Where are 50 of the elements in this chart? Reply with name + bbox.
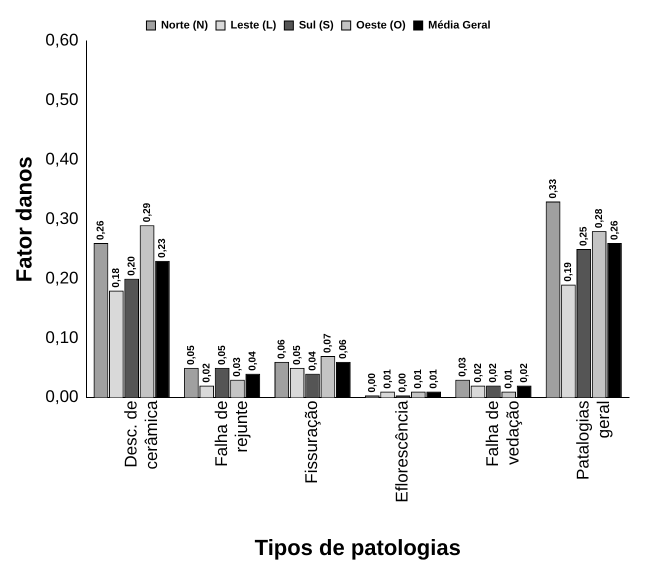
data-label: 0,01 — [428, 368, 440, 389]
x-tick-label: Desc. de cerâmica — [121, 400, 161, 470]
data-label: 0,26 — [96, 220, 107, 240]
y-tick-label: 0,20 — [45, 268, 78, 288]
data-label: 0,02 — [201, 362, 212, 383]
data-label: 0,02 — [488, 362, 500, 383]
y-tick-label: 0,60 — [45, 30, 78, 50]
data-label: 0,25 — [578, 226, 590, 246]
x-tick-label: Patalogias geral — [573, 400, 613, 480]
data-label: 0,01 — [503, 368, 514, 389]
data-label: 0,00 — [366, 372, 378, 393]
data-label: 0,04 — [307, 350, 318, 371]
y-tick-label: 0,30 — [45, 208, 78, 228]
data-label: 0,28 — [594, 208, 605, 228]
data-label: 0,20 — [126, 256, 138, 276]
y-axis-title: Fator danos — [11, 156, 36, 282]
legend-label: Norte (N) — [160, 20, 208, 32]
x-tick-label: Falha de rejunte — [212, 400, 252, 467]
data-label: 0,05 — [292, 344, 303, 365]
data-label: 0,07 — [322, 333, 334, 353]
data-label: 0,00 — [398, 372, 409, 393]
data-label: 0,18 — [111, 268, 122, 288]
data-label: 0,26 — [609, 220, 620, 240]
y-tick-label: 0,00 — [45, 387, 78, 406]
data-label: 0,02 — [518, 362, 530, 383]
data-label: 0,23 — [157, 238, 168, 258]
x-axis-title: Tipos de patologias — [254, 534, 461, 560]
data-label: 0,06 — [338, 338, 350, 359]
data-label: 0,06 — [276, 338, 288, 359]
legend-label: Sul (S) — [298, 20, 334, 32]
data-label: 0,33 — [548, 178, 559, 198]
y-tick-label: 0,50 — [45, 90, 78, 110]
data-label: 0,01 — [413, 368, 424, 389]
data-label: 0,02 — [472, 362, 484, 383]
data-label: 0,03 — [457, 356, 468, 377]
data-label: 0,05 — [186, 344, 198, 365]
x-tick-label: Fissuração — [302, 400, 322, 484]
data-label: 0,19 — [563, 262, 574, 282]
legend-label: Leste (L) — [230, 20, 277, 32]
data-label: 0,04 — [248, 350, 259, 371]
y-tick-label: 0,10 — [45, 328, 78, 347]
data-label: 0,29 — [142, 202, 153, 222]
legend-label: Média Geral — [428, 20, 491, 32]
data-label: 0,03 — [232, 356, 244, 377]
x-tick-label: Falha de vedação — [483, 400, 522, 467]
x-tick-label: Eflorescência — [392, 400, 412, 503]
legend-label: Oeste (O) — [356, 20, 406, 32]
data-label: 0,05 — [216, 344, 228, 365]
data-label: 0,01 — [382, 368, 394, 389]
y-tick-label: 0,40 — [45, 150, 78, 169]
